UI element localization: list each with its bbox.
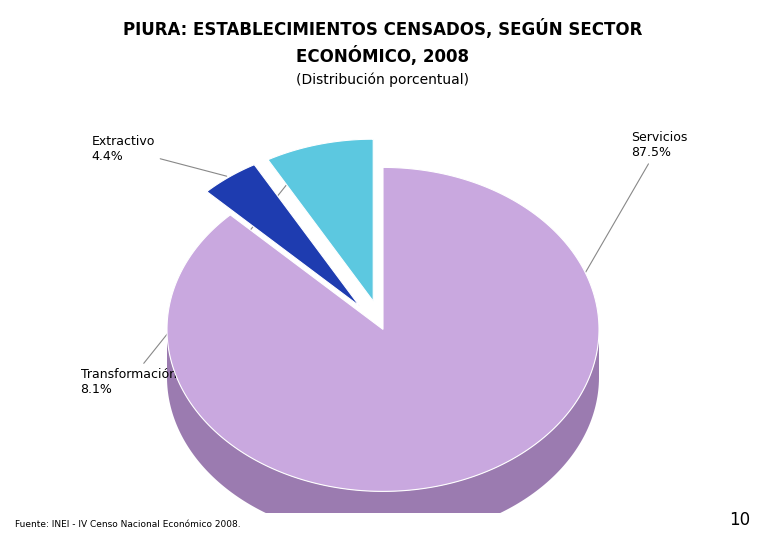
Polygon shape <box>167 328 599 539</box>
Text: (Distribución porcentual): (Distribución porcentual) <box>296 73 470 87</box>
Polygon shape <box>207 165 359 306</box>
Text: ECONÓMICO, 2008: ECONÓMICO, 2008 <box>296 46 470 66</box>
Text: PIURA: ESTABLECIMIENTOS CENSADOS, SEGÚN SECTOR: PIURA: ESTABLECIMIENTOS CENSADOS, SEGÚN … <box>123 19 643 39</box>
Polygon shape <box>167 167 599 491</box>
Text: Transformación
8.1%: Transformación 8.1% <box>80 146 317 396</box>
Polygon shape <box>268 139 373 301</box>
Text: 10: 10 <box>729 511 751 529</box>
Text: Fuente: INEI - IV Censo Nacional Económico 2008.: Fuente: INEI - IV Censo Nacional Económi… <box>15 520 241 529</box>
Text: Servicios
87.5%: Servicios 87.5% <box>467 131 688 477</box>
Text: Extractivo
4.4%: Extractivo 4.4% <box>91 135 227 176</box>
